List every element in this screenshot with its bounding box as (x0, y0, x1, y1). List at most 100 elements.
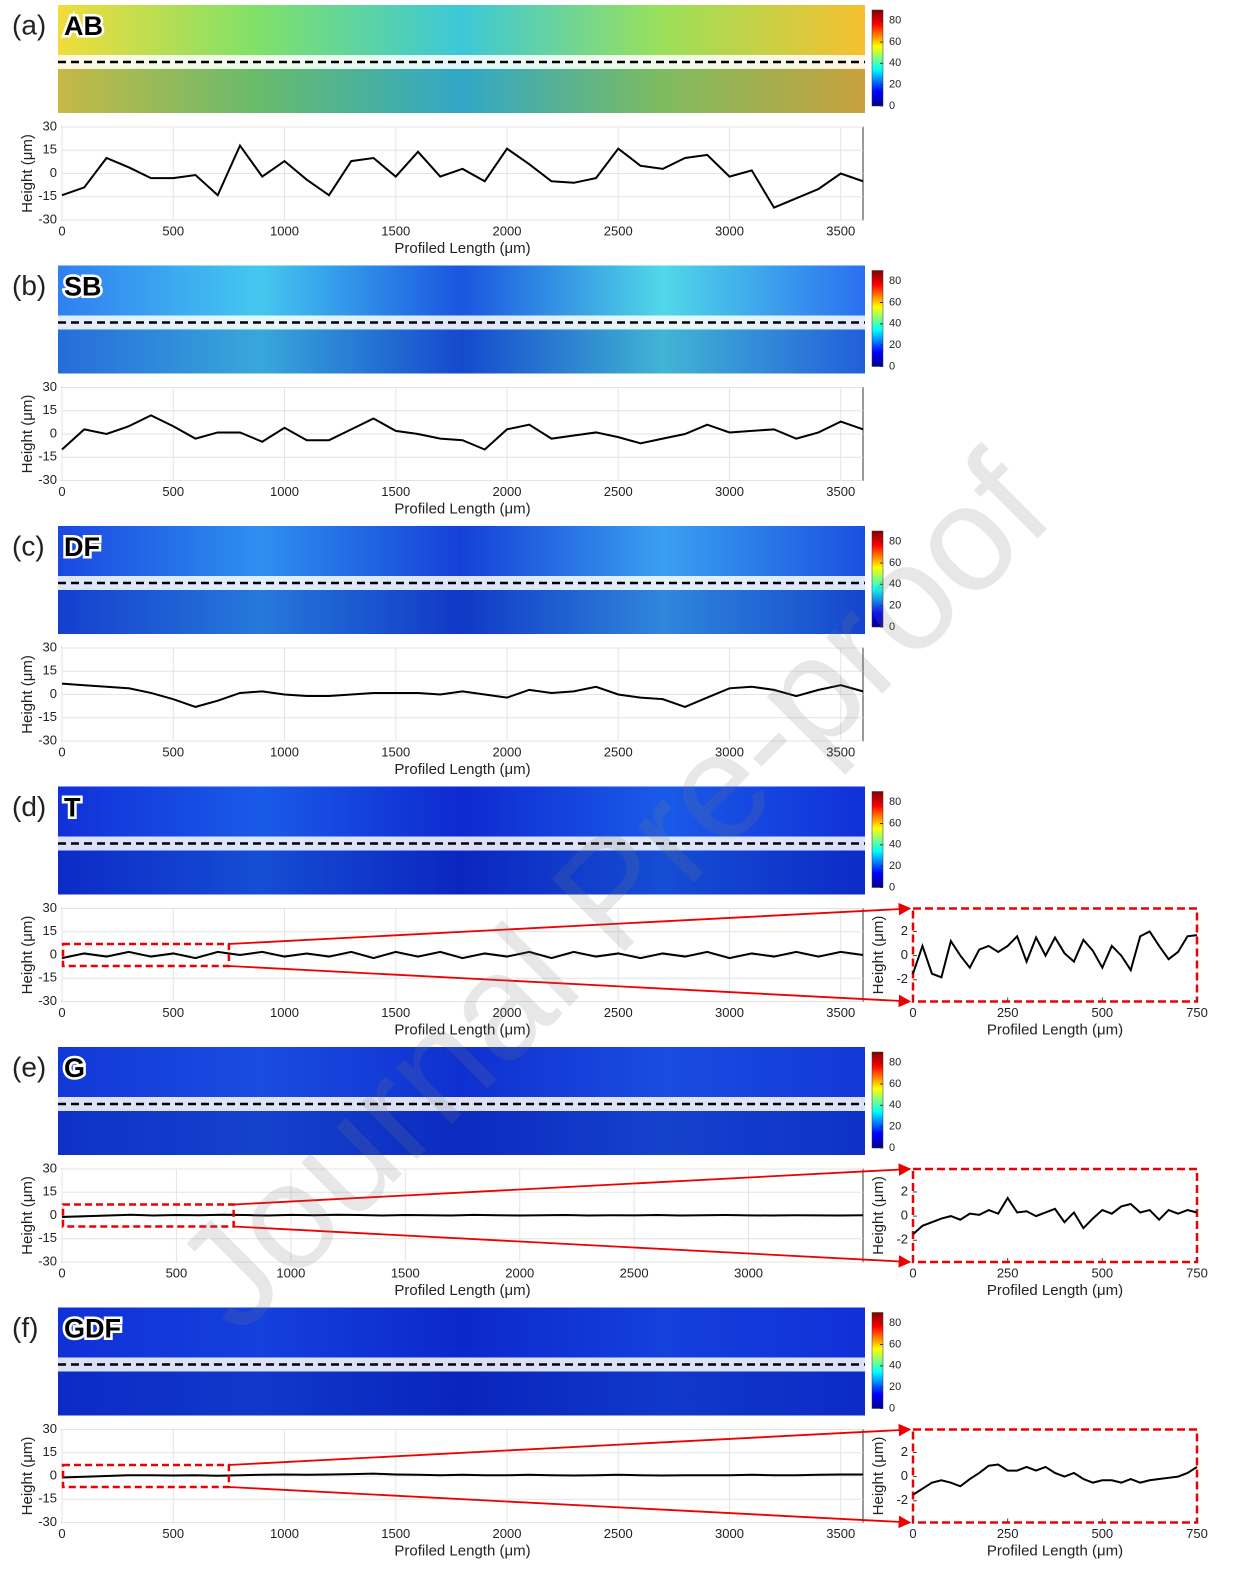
y-tick-label: 2 (901, 1183, 908, 1198)
y-tick-label: 30 (43, 1160, 57, 1175)
x-tick-label: 0 (58, 223, 65, 238)
colorbar-tick-label: 20 (889, 1121, 901, 1133)
y-tick-label: -30 (38, 732, 57, 747)
x-tick-label: 1000 (276, 1265, 305, 1280)
x-tick-label: 1000 (270, 484, 299, 499)
x-tick-label: 2500 (620, 1265, 649, 1280)
y-tick-label: 0 (901, 1208, 908, 1223)
x-tick-label: 2500 (604, 223, 633, 238)
profile-line (61, 1213, 864, 1219)
y-tick-label: 15 (43, 142, 57, 157)
y-axis-label: Height (μm) (870, 1176, 887, 1255)
x-tick-label: 0 (58, 1265, 65, 1280)
x-tick-label: 2500 (604, 484, 633, 499)
panel-label: (c) (12, 530, 45, 561)
x-tick-label: 3000 (715, 1526, 744, 1541)
x-tick-label: 250 (997, 1265, 1019, 1280)
y-tick-label: 0 (50, 1207, 57, 1222)
x-tick-label: 1500 (381, 1526, 410, 1541)
y-tick-label: -30 (38, 1514, 57, 1529)
x-axis-label: Profiled Length (μm) (394, 1542, 530, 1559)
x-tick-label: 0 (58, 484, 65, 499)
colorbar-tick-label: 40 (889, 1360, 901, 1372)
x-tick-label: 1000 (270, 1526, 299, 1541)
x-tick-label: 2000 (493, 1005, 522, 1020)
y-tick-label: -15 (38, 970, 57, 985)
colorbar (871, 9, 884, 107)
y-tick-label: 15 (43, 1184, 57, 1199)
x-tick-label: 250 (997, 1526, 1019, 1541)
zoom-arrow (228, 902, 912, 945)
y-tick-label: -15 (38, 188, 57, 203)
heatmap-shade (58, 848, 865, 895)
colorbar-tick-label: 20 (889, 600, 901, 612)
x-tick-label: 0 (58, 1005, 65, 1020)
y-tick-label: 0 (50, 946, 57, 961)
x-tick-label: 3500 (826, 484, 855, 499)
y-tick-label: 30 (43, 639, 57, 654)
x-tick-label: 500 (162, 744, 184, 759)
x-tick-label: 500 (166, 1265, 188, 1280)
colorbar-tick-label: 80 (889, 1317, 901, 1329)
x-tick-label: 2500 (604, 1526, 633, 1541)
x-tick-label: 1500 (381, 484, 410, 499)
y-tick-label: -2 (896, 971, 908, 986)
y-axis-label: Height (μm) (870, 916, 887, 995)
colorbar-tick-label: 0 (889, 100, 895, 112)
colorbar (871, 791, 884, 888)
x-tick-label: 0 (909, 1005, 916, 1020)
profile-line (61, 950, 864, 960)
x-tick-label: 2500 (604, 744, 633, 759)
x-axis-label: Profiled Length (μm) (987, 1021, 1123, 1038)
heatmap-shade (58, 1109, 865, 1155)
x-tick-label: 500 (162, 1005, 184, 1020)
x-tick-label: 1000 (270, 223, 299, 238)
zoom-arrow (228, 1486, 912, 1529)
profile-line (912, 930, 1198, 979)
colorbar (871, 1051, 884, 1149)
x-tick-label: 750 (1186, 1265, 1208, 1280)
colorbar-tick-label: 20 (889, 1381, 901, 1393)
colorbar-tick-label: 0 (889, 881, 895, 893)
colorbar-tick-label: 80 (889, 15, 901, 27)
y-tick-label: -30 (38, 472, 57, 487)
colorbar-tick-label: 60 (889, 557, 901, 569)
colorbar-tick-label: 20 (889, 79, 901, 91)
y-axis-label: Height (μm) (19, 395, 36, 474)
colorbar-tick-label: 80 (889, 1057, 901, 1069)
colorbar-tick-label: 60 (889, 36, 901, 48)
panel-label: (e) (12, 1051, 46, 1082)
y-tick-label: -30 (38, 993, 57, 1008)
x-tick-label: 0 (909, 1265, 916, 1280)
y-tick-label: -30 (38, 1253, 57, 1268)
zoom-arrow (233, 1225, 912, 1268)
heatmap-shade (58, 327, 865, 374)
x-tick-label: 1500 (391, 1265, 420, 1280)
x-tick-label: 3500 (826, 1526, 855, 1541)
y-axis-label: Height (μm) (19, 134, 36, 213)
profile-line (61, 682, 864, 708)
y-tick-label: 15 (43, 663, 57, 678)
x-tick-label: 3000 (715, 484, 744, 499)
sample-label: SB (64, 272, 102, 302)
y-tick-label: 30 (43, 118, 57, 133)
x-tick-label: 3000 (715, 744, 744, 759)
zoom-box (61, 942, 231, 968)
colorbar-tick-label: 40 (889, 57, 901, 69)
y-tick-label: -15 (38, 709, 57, 724)
colorbar-tick-label: 60 (889, 1338, 901, 1350)
x-tick-label: 500 (1091, 1526, 1113, 1541)
sample-label: T (64, 793, 81, 823)
colorbar-tick-label: 40 (889, 1099, 901, 1111)
x-tick-label: 500 (1091, 1265, 1113, 1280)
x-tick-label: 750 (1186, 1526, 1208, 1541)
colorbar-tick-label: 20 (889, 339, 901, 351)
profile-line (61, 414, 864, 451)
y-tick-label: 0 (50, 1467, 57, 1482)
colorbar-tick-label: 0 (889, 1402, 895, 1414)
plot-area (911, 907, 1199, 1003)
profile-line (912, 1196, 1198, 1235)
x-tick-label: 3000 (734, 1265, 763, 1280)
zoom-arrow (233, 1163, 912, 1206)
x-tick-label: 2000 (493, 223, 522, 238)
